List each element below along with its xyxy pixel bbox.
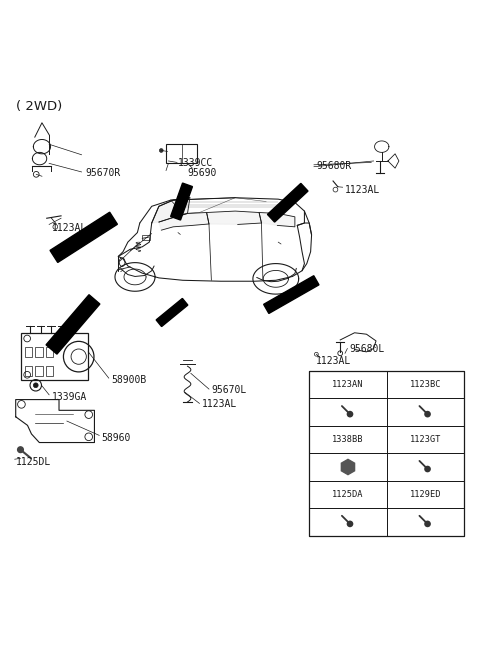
Polygon shape (264, 276, 319, 314)
Circle shape (18, 447, 24, 453)
Bar (25, 347, 33, 357)
Text: 95670L: 95670L (211, 385, 247, 395)
Polygon shape (206, 211, 262, 224)
Text: 1123AL: 1123AL (345, 184, 380, 195)
Polygon shape (46, 295, 100, 354)
Polygon shape (170, 183, 192, 220)
Bar (387, 426, 464, 453)
Circle shape (424, 466, 431, 472)
Bar (46, 347, 53, 357)
Text: 95670R: 95670R (85, 168, 120, 178)
Circle shape (424, 411, 431, 417)
Text: 95690: 95690 (188, 168, 217, 178)
Text: ( 2WD): ( 2WD) (16, 100, 62, 113)
Polygon shape (152, 197, 190, 223)
Text: 1338BB: 1338BB (332, 435, 364, 444)
Text: 95680R: 95680R (316, 161, 352, 171)
Text: 1123AL: 1123AL (51, 223, 87, 233)
Circle shape (347, 411, 353, 417)
Text: 1339GA: 1339GA (51, 392, 87, 402)
Polygon shape (159, 213, 209, 230)
Bar (166, 144, 197, 163)
Polygon shape (259, 213, 295, 227)
Bar (387, 453, 464, 481)
Bar (387, 398, 464, 426)
Text: 1125DA: 1125DA (332, 490, 364, 499)
Polygon shape (267, 184, 308, 222)
Text: 1123BC: 1123BC (410, 380, 441, 389)
Polygon shape (50, 212, 118, 262)
Text: 1339CC: 1339CC (178, 158, 213, 169)
Bar (35, 366, 43, 376)
Text: 95680L: 95680L (350, 344, 385, 354)
Bar (309, 508, 387, 535)
Bar (387, 481, 464, 508)
Bar (46, 366, 53, 376)
Bar (309, 371, 387, 398)
Bar (22, 333, 88, 380)
Text: 58960: 58960 (102, 433, 131, 443)
Circle shape (345, 464, 351, 470)
Circle shape (424, 521, 431, 527)
Bar (309, 426, 387, 453)
Text: 1125DL: 1125DL (16, 457, 51, 466)
Circle shape (347, 521, 353, 527)
Bar (387, 508, 464, 535)
Bar (387, 371, 464, 398)
Bar (309, 481, 387, 508)
Text: 1123AL: 1123AL (316, 356, 352, 367)
Circle shape (34, 383, 38, 388)
Bar (142, 236, 150, 239)
Text: 1129ED: 1129ED (410, 490, 441, 499)
Text: 1123AN: 1123AN (332, 380, 364, 389)
Bar (309, 453, 387, 481)
Polygon shape (341, 459, 355, 475)
Bar (35, 347, 43, 357)
Bar (309, 371, 464, 535)
Text: 1123GT: 1123GT (410, 435, 441, 444)
Bar (25, 366, 33, 376)
Text: 58900B: 58900B (111, 375, 146, 386)
Polygon shape (156, 298, 188, 327)
Bar (309, 398, 387, 426)
Text: 1123AL: 1123AL (202, 400, 237, 409)
Circle shape (159, 148, 163, 152)
